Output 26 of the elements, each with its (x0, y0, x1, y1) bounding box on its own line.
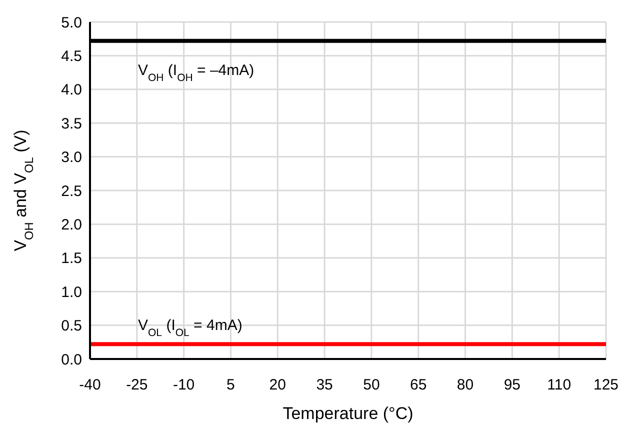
series-label: V$_{OL}$ (I$_{OL}$ = 4mA) (138, 317, 242, 340)
x-tick-label: 80 (456, 376, 474, 394)
x-tick-label: 65 (410, 376, 427, 394)
x-tick-label: 20 (269, 376, 286, 394)
x-tick-label: 110 (547, 376, 572, 394)
y-tick-label: 2.5 (61, 182, 82, 200)
x-tick-label: 35 (316, 376, 333, 394)
y-tick-label: 5.0 (61, 14, 82, 32)
y-tick-label: 1.0 (61, 284, 82, 301)
y-tick-label: 2.0 (61, 216, 82, 234)
y-tick-label: 0.0 (61, 351, 82, 368)
x-tick-label: 5 (226, 376, 235, 394)
x-tick-label: 125 (593, 376, 619, 394)
x-tick-label: 50 (363, 376, 380, 394)
x-tick-label: 95 (504, 376, 521, 394)
y-tick-label: 4.5 (61, 48, 82, 66)
x-tick-label: -40 (79, 376, 101, 394)
y-tick-label: 4.0 (61, 82, 82, 99)
x-tick-label: -25 (126, 376, 148, 394)
y-tick-label: 0.5 (61, 318, 82, 335)
y-tick-label: 3.5 (61, 115, 82, 132)
x-axis-title: Temperature (°C) (282, 404, 414, 423)
series-label: V$_{OH}$ (I$_{OH}$ = –4mA) (138, 62, 254, 84)
y-tick-label: 1.5 (61, 250, 82, 268)
x-tick-label: -10 (172, 376, 195, 394)
y-tick-label: 3.0 (61, 149, 82, 166)
